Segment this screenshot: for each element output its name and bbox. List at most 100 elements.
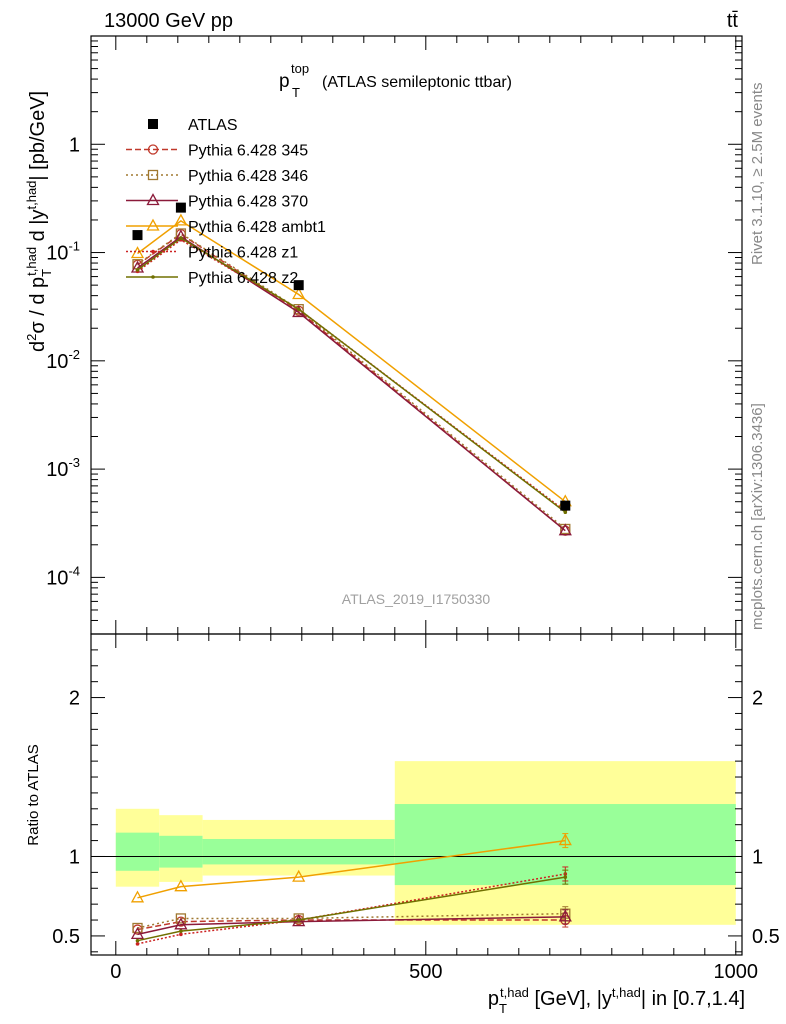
ratio-point <box>296 918 301 922</box>
ratio-point <box>174 879 188 892</box>
ratio-y-tick-label: 1 <box>69 846 80 868</box>
series-point <box>179 236 183 240</box>
process-label: tt̄ <box>727 10 739 32</box>
series-point <box>296 307 301 311</box>
series-point <box>174 213 188 226</box>
ratio-y-tick-label: 0.5 <box>52 926 80 948</box>
legend-entry: Pythia 6.428 370 <box>126 193 308 211</box>
series-point <box>558 523 572 536</box>
data-point <box>293 280 304 291</box>
ratio-y-tick-label-right: 0.5 <box>752 926 780 948</box>
legend-entry: Pythia 6.428 ambt1 <box>126 218 326 236</box>
x-tick-label: 0 <box>110 961 121 983</box>
title-superscript: top <box>291 61 309 76</box>
ratio-line <box>137 876 566 942</box>
y-tick-label: 1 <box>69 134 80 156</box>
legend-label: ATLAS <box>188 117 238 134</box>
ratio-point <box>135 942 140 946</box>
svg-text:d2σ / d pTt,had d |yt,had| [pb: d2σ / d pTt,had d |yt,had| [pb/GeV] <box>24 91 54 352</box>
series-line <box>137 232 566 530</box>
legend-label: Pythia 6.428 z2 <box>188 270 298 287</box>
ratio-line <box>137 919 566 931</box>
ratio-point <box>132 922 143 934</box>
ratio-y-tick-label: 2 <box>69 688 80 710</box>
main-title: p top T (ATLAS semileptonic ttbar) <box>279 61 512 100</box>
ratio-line <box>137 912 566 929</box>
ratio-point <box>174 917 188 930</box>
title-subscript: T <box>292 85 300 100</box>
ratio-point <box>179 929 183 933</box>
ratio-y-tick-label-right: 1 <box>752 846 763 868</box>
legend-marker <box>147 169 159 181</box>
legend-marker <box>148 119 158 129</box>
series-line <box>137 237 566 513</box>
ratio-point <box>130 890 145 903</box>
series-point <box>130 246 145 259</box>
legend-entry: Pythia 6.428 z1 <box>126 245 298 262</box>
ratio-series-2 <box>130 909 572 939</box>
energy-label: 13000 GeV pp <box>104 10 233 32</box>
legend-marker <box>146 218 160 231</box>
legend-entry: Pythia 6.428 345 <box>126 143 308 160</box>
uncertainty-band-inner <box>115 832 160 871</box>
ratio-panel: 0.5 0.5 1 1 2 2 0 500 1000 Ratio to ATLAS pTt,ha… <box>25 633 780 1016</box>
ratio-line <box>137 839 566 899</box>
main-y-axis-label: d2σ / d pTt,had d |yt,had| [pb/GeV] <box>24 91 54 352</box>
legend-entry: Pythia 6.428 z2 <box>126 270 298 287</box>
data-point <box>560 500 571 511</box>
ratio-point <box>130 926 145 939</box>
series-line <box>137 235 566 532</box>
title-text: (ATLAS semileptonic ttbar) <box>322 74 512 91</box>
series-point <box>292 287 306 300</box>
legend-entry: ATLAS <box>148 117 238 134</box>
atlas-data <box>132 202 571 511</box>
svg-text:pTt,had [GeV], |yt,had| in [0.: pTt,had [GeV], |yt,had| in [0.7,1.4] <box>488 985 745 1016</box>
y-tick-label: 10-3 <box>46 455 80 481</box>
legend-label: Pythia 6.428 370 <box>188 194 308 211</box>
ratio-series-5 <box>135 869 569 943</box>
legend-label: Pythia 6.428 ambt1 <box>188 219 326 236</box>
legend-marker <box>147 144 159 155</box>
main-panel: 10-4 10-3 10-2 10-1 1 p top T (ATLAS semilep… <box>24 35 743 635</box>
legend-label: Pythia 6.428 z1 <box>188 245 298 262</box>
data-point <box>132 230 143 241</box>
data-point <box>175 202 186 213</box>
legend-entry: Pythia 6.428 346 <box>126 168 308 185</box>
ratio-point <box>558 833 572 846</box>
analysis-watermark: ATLAS_2019_I1750330 <box>342 591 491 607</box>
ratio-y-tick-label-right: 2 <box>752 688 763 710</box>
series-5 <box>135 236 568 514</box>
y-tick-label: 10-4 <box>46 563 80 589</box>
uncertainty-band-inner <box>159 835 203 868</box>
series-point <box>135 268 140 272</box>
ratio-y-axis-label: Ratio to ATLAS <box>25 744 42 845</box>
legend-marker <box>146 193 160 206</box>
legend-marker <box>151 249 155 254</box>
ratio-point <box>179 932 183 937</box>
ratio-point <box>135 938 140 943</box>
legend: ATLAS Pythia 6.428 345 Pythia 6.428 346 Pyt… <box>126 117 326 287</box>
uncertainty-band-inner <box>202 838 395 865</box>
series-line <box>137 220 566 503</box>
series-point <box>563 510 568 514</box>
ratio-line <box>137 916 566 936</box>
ratio-point <box>558 909 572 922</box>
legend-label: Pythia 6.428 345 <box>188 143 308 160</box>
title-symbol: p <box>279 71 290 92</box>
ratio-frame <box>90 633 743 956</box>
ratio-point <box>293 913 304 924</box>
ratio-point <box>175 913 187 924</box>
x-tick-label: 500 <box>409 961 442 983</box>
legend-marker <box>151 275 155 279</box>
y-tick-label: 10-1 <box>46 239 80 265</box>
ratio-point <box>563 875 568 879</box>
mcplots-label: mcplots.cern.ch [arXiv:1306.3436] <box>749 403 766 630</box>
x-tick-label: 1000 <box>714 961 759 983</box>
y-tick-label: 10-2 <box>46 347 80 373</box>
legend-label: Pythia 6.428 346 <box>188 168 308 185</box>
ratio-point <box>292 869 306 882</box>
x-axis-label: pTt,had [GeV], |yt,had| in [0.7,1.4] <box>488 985 745 1016</box>
ratio-series-3 <box>130 833 572 903</box>
rivet-version-label: Rivet 3.1.10, ≥ 2.5M events <box>749 83 766 266</box>
